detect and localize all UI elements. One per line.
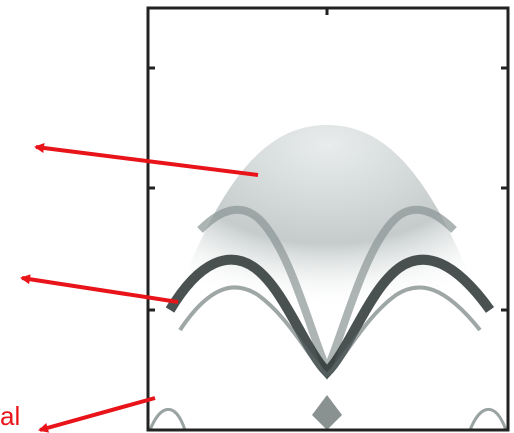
band-pattern bbox=[150, 125, 506, 430]
page: al (() => { const data = JSON.parse(docu… bbox=[0, 0, 514, 433]
annotation-label: al bbox=[0, 401, 20, 431]
figure: al bbox=[0, 0, 514, 433]
